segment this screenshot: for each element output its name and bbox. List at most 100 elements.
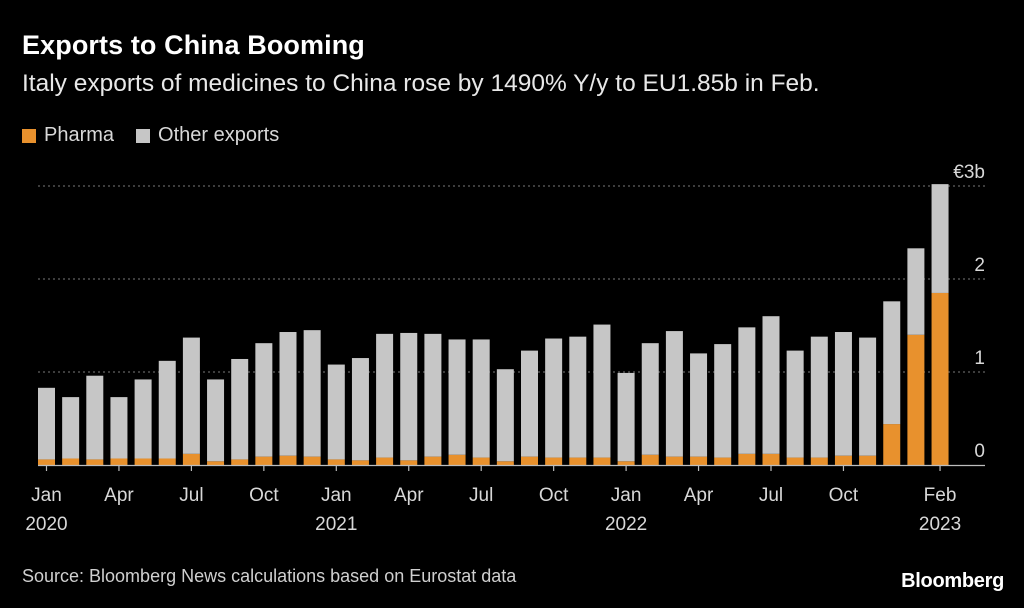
bar-other: [424, 333, 442, 457]
bar-pharma: [641, 454, 659, 465]
bar-pharma: [231, 459, 249, 465]
bar-other: [448, 339, 466, 455]
chart-title: Exports to China Booming: [22, 30, 365, 60]
bar-pharma: [569, 457, 587, 465]
bar-pharma: [424, 456, 442, 465]
bar-pharma: [86, 459, 104, 465]
x-tick-label: Apr: [104, 485, 134, 506]
y-tick-label: 2: [974, 255, 985, 276]
bar-pharma: [883, 424, 901, 465]
bar-other: [182, 337, 200, 454]
legend-label-other: Other exports: [158, 124, 280, 146]
bar-other: [569, 336, 587, 458]
bar-other: [834, 332, 852, 456]
bar-other: [617, 372, 635, 462]
bar-other: [376, 333, 394, 458]
bar-pharma: [690, 456, 708, 465]
legend-swatch-pharma: [22, 128, 36, 143]
bar-pharma: [545, 457, 563, 465]
x-tick-label: Oct: [539, 485, 569, 506]
bar-pharma: [279, 455, 297, 465]
x-tick-year-label: 2020: [25, 514, 67, 535]
bar-pharma: [496, 461, 514, 465]
bar-pharma: [810, 457, 828, 465]
bar-pharma: [376, 457, 394, 465]
source-note: Source: Bloomberg News calculations base…: [22, 566, 517, 586]
x-tick-label: Jul: [469, 485, 493, 506]
bar-other: [38, 387, 55, 460]
bar-other: [931, 184, 949, 293]
x-tick-label: Jul: [759, 485, 783, 506]
bar-pharma: [38, 459, 55, 465]
bar-other: [690, 353, 708, 457]
bar-pharma: [448, 454, 466, 465]
bar-pharma: [158, 458, 176, 465]
bar-other: [255, 343, 273, 457]
bar-other: [472, 339, 490, 458]
bar-other: [907, 248, 925, 335]
x-tick-label: Jan: [321, 485, 352, 506]
bar-pharma: [400, 460, 418, 465]
x-tick-label: Jan: [611, 485, 642, 506]
bar-pharma: [834, 455, 852, 465]
chart-subtitle: Italy exports of medicines to China rose…: [22, 70, 820, 97]
y-tick-label: 1: [974, 348, 985, 369]
bar-other: [279, 332, 297, 456]
bar-pharma: [303, 456, 321, 465]
y-tick-label: €3b: [953, 162, 985, 183]
bar-other: [883, 301, 901, 425]
bar-other: [496, 369, 514, 462]
bar-other: [400, 332, 418, 461]
bar-pharma: [110, 458, 128, 465]
bar-pharma: [182, 453, 200, 465]
bar-pharma: [255, 456, 273, 465]
bar-pharma: [931, 292, 949, 465]
bar-pharma: [665, 456, 683, 465]
bar-other: [207, 379, 225, 462]
legend-item-pharma: Pharma: [22, 124, 114, 147]
bar-other: [786, 350, 804, 458]
bar-other: [810, 336, 828, 458]
x-tick-label: Oct: [249, 485, 279, 506]
bar-other: [303, 330, 321, 457]
bar-other: [545, 338, 563, 458]
bar-other: [714, 344, 732, 458]
bar-pharma: [134, 458, 152, 465]
bar-pharma: [207, 461, 225, 465]
x-tick-label: Apr: [684, 485, 714, 506]
bar-other: [327, 364, 345, 460]
x-tick-year-label: 2023: [919, 514, 961, 535]
x-tick-label: Apr: [394, 485, 424, 506]
bar-other: [134, 379, 152, 459]
x-tick-label: Feb: [924, 485, 957, 506]
bar-pharma: [617, 461, 635, 465]
bloomberg-logo: Bloomberg: [901, 570, 1004, 592]
x-tick-year-label: 2022: [605, 514, 647, 535]
bar-other: [738, 327, 756, 454]
bar-other: [859, 337, 877, 456]
legend-item-other: Other exports: [136, 124, 279, 147]
chart-legend: Pharma Other exports: [22, 124, 301, 147]
bar-other: [762, 316, 780, 454]
bar-pharma: [762, 453, 780, 465]
bar-other: [521, 350, 538, 457]
bar-pharma: [907, 334, 925, 465]
bar-pharma: [351, 460, 369, 465]
legend-label-pharma: Pharma: [44, 124, 115, 146]
bar-pharma: [859, 455, 877, 465]
bar-other: [351, 358, 369, 461]
x-tick-year-label: 2021: [315, 514, 357, 535]
bar-pharma: [786, 457, 804, 465]
bar-other: [158, 360, 176, 459]
bar-other: [110, 397, 128, 459]
bar-other: [86, 375, 104, 460]
x-tick-label: Oct: [829, 485, 859, 506]
bar-pharma: [714, 457, 732, 465]
bar-pharma: [327, 459, 345, 465]
bar-pharma: [521, 456, 538, 465]
bar-other: [62, 397, 80, 459]
y-tick-label: 0: [974, 441, 985, 462]
bar-other: [231, 358, 249, 460]
bar-other: [641, 343, 659, 455]
bar-pharma: [472, 457, 490, 465]
